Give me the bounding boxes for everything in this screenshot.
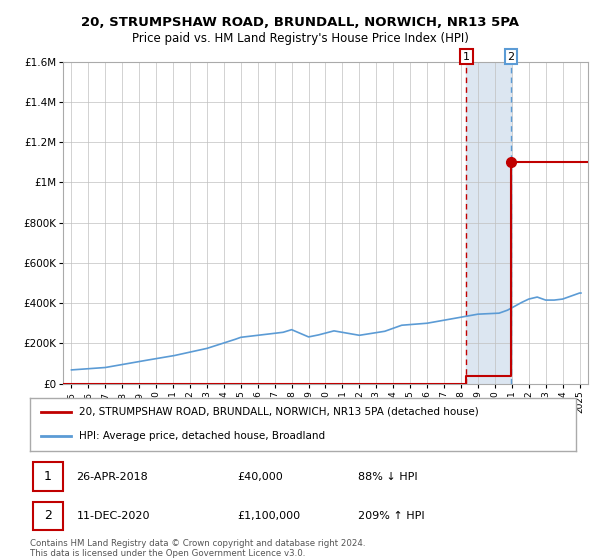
Text: £1,100,000: £1,100,000 (238, 511, 301, 521)
Text: 2: 2 (44, 510, 52, 522)
Text: This data is licensed under the Open Government Licence v3.0.: This data is licensed under the Open Gov… (30, 549, 305, 558)
Text: 11-DEC-2020: 11-DEC-2020 (76, 511, 150, 521)
Text: £40,000: £40,000 (238, 472, 283, 482)
FancyBboxPatch shape (33, 502, 63, 530)
FancyBboxPatch shape (33, 462, 63, 491)
Text: Contains HM Land Registry data © Crown copyright and database right 2024.: Contains HM Land Registry data © Crown c… (30, 539, 365, 548)
Text: 26-APR-2018: 26-APR-2018 (76, 472, 148, 482)
Text: 1: 1 (44, 470, 52, 483)
Text: 88% ↓ HPI: 88% ↓ HPI (358, 472, 417, 482)
Text: HPI: Average price, detached house, Broadland: HPI: Average price, detached house, Broa… (79, 431, 325, 441)
Bar (466, 62, 511, 384)
Text: 209% ↑ HPI: 209% ↑ HPI (358, 511, 424, 521)
Text: 20, STRUMPSHAW ROAD, BRUNDALL, NORWICH, NR13 5PA (detached house): 20, STRUMPSHAW ROAD, BRUNDALL, NORWICH, … (79, 407, 479, 417)
Text: 2: 2 (508, 52, 515, 62)
Text: 20, STRUMPSHAW ROAD, BRUNDALL, NORWICH, NR13 5PA: 20, STRUMPSHAW ROAD, BRUNDALL, NORWICH, … (81, 16, 519, 29)
Text: 1: 1 (463, 52, 470, 62)
Text: Price paid vs. HM Land Registry's House Price Index (HPI): Price paid vs. HM Land Registry's House … (131, 32, 469, 45)
